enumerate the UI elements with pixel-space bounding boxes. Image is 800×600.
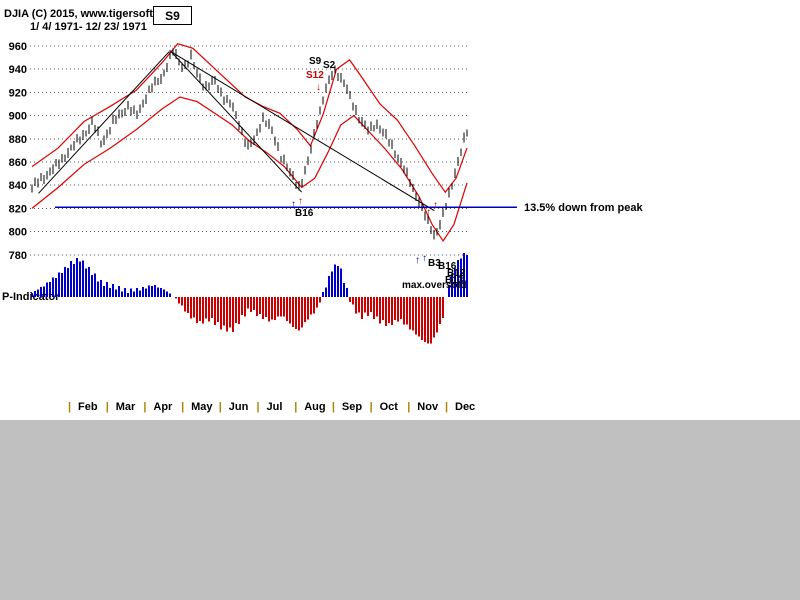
max-oversold-label: max.oversold: [402, 280, 466, 291]
month-separator: |: [68, 401, 71, 413]
month-separator: |: [106, 401, 109, 413]
chart-title: DJIA (C) 2015, www.tigersoft.com: [4, 8, 179, 20]
buy-arrow: ↑: [291, 199, 296, 210]
month-label: May: [191, 401, 213, 413]
month-label: Aug: [304, 401, 325, 413]
month-separator: |: [445, 401, 448, 413]
buy-arrow: ↑: [422, 253, 427, 264]
month-label: Apr: [153, 401, 173, 413]
signal-b16-label: B16: [438, 261, 457, 272]
y-axis-label: 900: [9, 111, 27, 123]
month-label: Sep: [342, 401, 362, 413]
chart-date-range: 1/ 4/ 1971- 12/ 23/ 1971: [30, 21, 147, 33]
month-separator: |: [219, 401, 222, 413]
drawdown-label: 13.5% down from peak: [524, 202, 643, 214]
buy-arrow: ↑: [298, 196, 303, 207]
upper-band-line: [31, 43, 468, 194]
month-label: Oct: [380, 401, 399, 413]
buy-arrow: ↑: [426, 207, 431, 218]
y-axis-label: 920: [9, 87, 27, 99]
month-label: Feb: [78, 401, 98, 413]
month-separator: |: [257, 401, 260, 413]
month-label: Nov: [417, 401, 439, 413]
djia-price-chart: DJIA (C) 2015, www.tigersoft.com 1/ 4/ 1…: [2, 6, 644, 413]
generated-chart-layers: 960 940 920 900 880 860 840 820 800 780 13.5% down…: [9, 41, 644, 413]
footer-area: [0, 420, 800, 600]
month-label: Jul: [267, 401, 283, 413]
lower-band-line: [31, 96, 468, 242]
month-label: Jun: [229, 401, 249, 413]
month-separator: |: [370, 401, 373, 413]
s9-signal-box-label: S9: [165, 9, 180, 23]
y-axis-label: 800: [9, 227, 27, 239]
month-separator: |: [181, 401, 184, 413]
month-label: Mar: [116, 401, 136, 413]
sell-arrow: ↓: [316, 82, 321, 93]
trendline: [38, 51, 170, 194]
y-axis-label: 940: [9, 64, 27, 76]
signal-s2-label: S2: [323, 60, 336, 71]
signal-b13-label: B13: [445, 275, 464, 286]
signal-b3-label: B3: [428, 258, 441, 269]
y-axis-label: 820: [9, 203, 27, 215]
s9-signal-box: [153, 6, 192, 25]
y-axis-label: 840: [9, 180, 27, 192]
y-axis-label: 880: [9, 134, 27, 146]
y-axis-label: 780: [9, 250, 27, 262]
month-separator: |: [332, 401, 335, 413]
month-separator: |: [407, 401, 410, 413]
y-axis-label: 860: [9, 157, 27, 169]
month-label: Dec: [455, 401, 475, 413]
y-axis-label: 960: [9, 41, 27, 53]
signal-b16-label: B16: [295, 208, 314, 219]
trendline: [170, 51, 303, 193]
signal-s12-label: S12: [306, 70, 324, 81]
signal-s9-label: S9: [309, 56, 322, 67]
month-separator: |: [143, 401, 146, 413]
buy-arrow: ↑: [415, 255, 420, 266]
buy-arrow: ↑: [433, 200, 438, 211]
month-separator: |: [294, 401, 297, 413]
signal-b12-label: B12: [447, 268, 466, 279]
